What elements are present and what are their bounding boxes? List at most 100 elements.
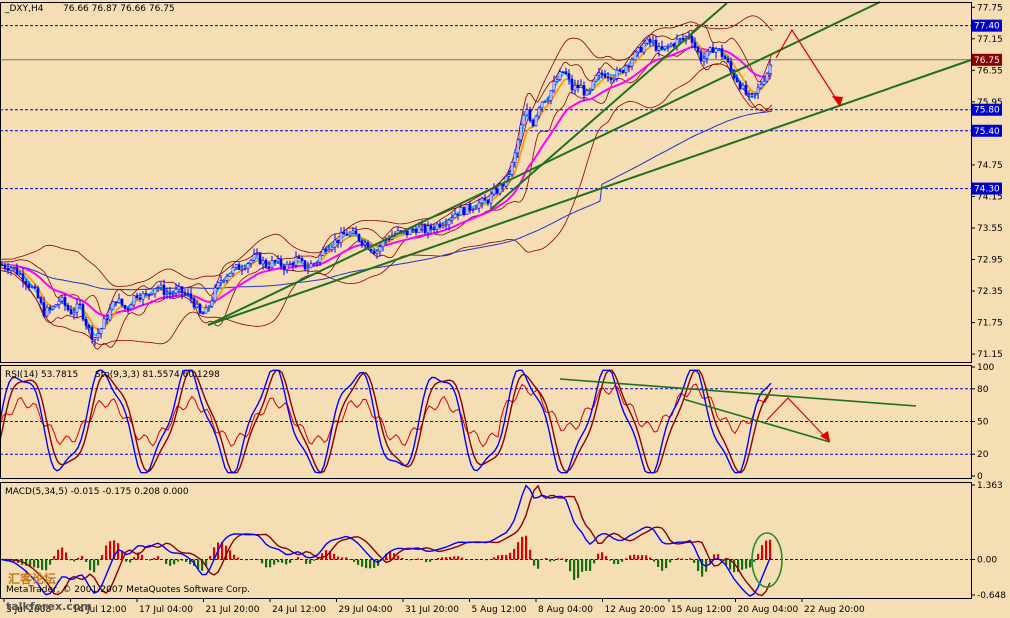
candle-body xyxy=(354,230,358,235)
y-tick-label: 73.55 xyxy=(977,224,1003,234)
macd-hist-bar xyxy=(441,557,444,560)
macd-hist-bar xyxy=(149,559,152,561)
candle-body xyxy=(726,58,730,62)
candle-body xyxy=(318,254,322,263)
main-panel[interactable] xyxy=(0,1,972,350)
candle-body xyxy=(408,228,412,236)
macd-hist-bar xyxy=(425,559,428,563)
candle-body xyxy=(288,262,292,265)
macd-hist-bar xyxy=(625,558,628,560)
rsi-panel[interactable] xyxy=(0,369,971,474)
level-tag xyxy=(972,182,1002,195)
macd-tick-label: 0.00 xyxy=(977,556,997,566)
macd-hist-bar xyxy=(325,550,328,560)
candle-body xyxy=(702,58,706,62)
rsi-tick-label: 100 xyxy=(977,363,994,373)
candle-body xyxy=(111,301,115,310)
macd-hist-bar xyxy=(225,545,228,560)
candle-body xyxy=(405,230,409,236)
trend-line-steep xyxy=(489,2,728,211)
candle-body xyxy=(309,263,313,269)
candle-body xyxy=(363,242,367,246)
candle-body xyxy=(615,69,619,79)
candle-body xyxy=(102,318,106,330)
candle-body xyxy=(366,242,370,250)
macd-hist-bar xyxy=(113,540,116,560)
candle-body xyxy=(345,233,349,236)
candle-body xyxy=(648,38,652,43)
candle-body xyxy=(231,267,235,274)
candle-body xyxy=(9,267,13,271)
candle-body xyxy=(621,70,625,73)
candle-body xyxy=(267,266,271,269)
macd-hist-bar xyxy=(73,559,76,562)
candle-body xyxy=(150,293,154,296)
candle-body xyxy=(765,73,769,82)
candle-body xyxy=(591,80,595,90)
candle-body xyxy=(252,254,256,261)
macd-hist-bar xyxy=(297,557,300,560)
candle-body xyxy=(258,253,262,265)
macd-signal-line xyxy=(2,484,771,597)
macd-hist-bar xyxy=(397,555,400,560)
candle-body xyxy=(63,296,67,306)
stoch-label: Sto(9,3,3) 81.5574 60.1298 xyxy=(95,370,220,380)
candle-body xyxy=(177,286,181,290)
candle-body xyxy=(24,280,28,285)
candle-body xyxy=(36,287,40,299)
candle-body xyxy=(600,72,604,75)
candle-body xyxy=(246,263,250,269)
rsi-tick-label: 20 xyxy=(977,450,989,460)
macd-hist-bar xyxy=(657,559,660,567)
candle-body xyxy=(495,188,499,194)
macd-hist-bar xyxy=(133,556,136,560)
macd-hist-bar xyxy=(353,559,356,562)
candle-body xyxy=(762,80,766,85)
y-tick-label: 72.95 xyxy=(977,256,1003,266)
macd-hist-bar xyxy=(665,559,668,569)
ohlc-label: 76.66 76.87 76.66 76.75 xyxy=(63,4,175,14)
candle-body xyxy=(606,76,610,79)
y-tick-label: 75.95 xyxy=(977,98,1003,108)
candle-body xyxy=(294,256,298,266)
candle-body xyxy=(30,286,34,289)
macd-hist-bar xyxy=(177,559,180,562)
macd-hist-bar xyxy=(573,559,576,580)
macd-panel[interactable] xyxy=(0,484,971,597)
candle-body xyxy=(738,81,742,90)
level-tag xyxy=(972,103,1002,116)
candle-body xyxy=(528,109,532,121)
macd-hist-bar xyxy=(553,559,556,562)
macd-hist-bar xyxy=(101,555,104,560)
rsi-line xyxy=(0,383,772,448)
candle-body xyxy=(630,59,634,67)
candle-body xyxy=(357,233,361,241)
candle-body xyxy=(12,267,16,269)
candle-body xyxy=(546,100,550,102)
candle-body xyxy=(126,308,130,310)
candle-body xyxy=(42,302,46,317)
candle-body xyxy=(6,267,10,271)
y-tick-label: 74.15 xyxy=(977,192,1003,202)
candle-body xyxy=(147,293,151,296)
macd-hist-bar xyxy=(561,558,564,560)
macd-hist-bar xyxy=(305,559,308,564)
candle-body xyxy=(270,260,274,268)
candle-body xyxy=(582,85,586,96)
macd-hist-bar xyxy=(765,540,768,560)
candle-body xyxy=(549,90,553,101)
macd-hist-bar xyxy=(621,559,624,562)
candle-body xyxy=(3,265,7,269)
candle-body xyxy=(513,152,517,163)
bollinger-upper-outer xyxy=(0,15,773,287)
candle-body xyxy=(609,77,613,81)
candle-body xyxy=(654,39,658,51)
candle-body xyxy=(657,46,661,51)
macd-hist-bar xyxy=(221,542,224,560)
macd-hist-bar xyxy=(509,552,512,560)
level-tag-label: 74.30 xyxy=(974,185,1000,195)
stoch-signal-line xyxy=(0,369,772,474)
candle-body xyxy=(375,250,379,255)
candle-body xyxy=(444,224,448,227)
